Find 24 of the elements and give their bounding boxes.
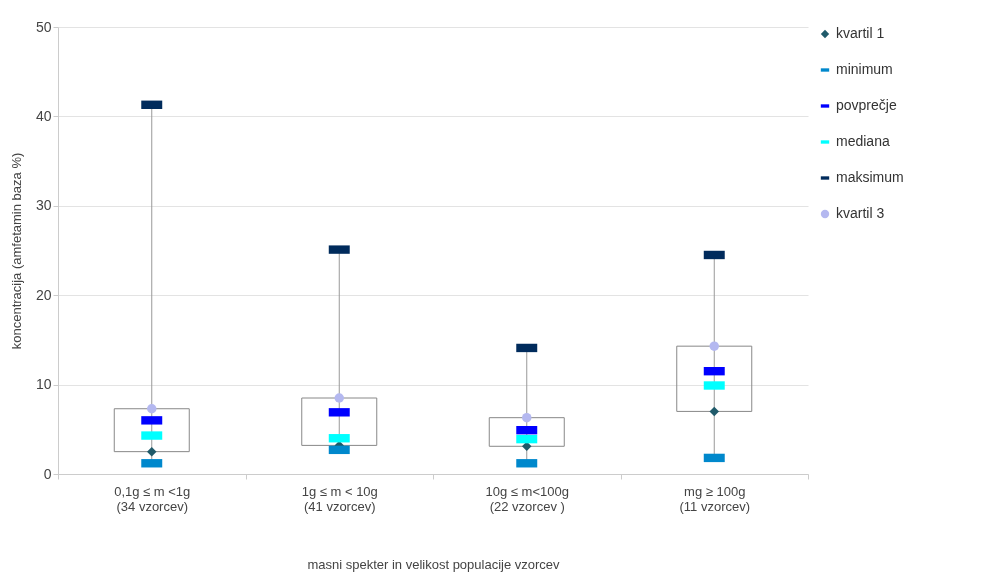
legend-label: mediana (836, 133, 890, 149)
legend-label: maksimum (836, 169, 904, 185)
y-axis-title: koncentracija (amfetamin baza %) (8, 152, 24, 350)
legend-label: minimum (836, 61, 893, 77)
x-tick-label: mg ≥ 100g (11 vzorcev) (679, 483, 751, 514)
y-tick-label: 10 (35, 376, 52, 393)
legend-label: kvartil 3 (836, 205, 885, 221)
point (522, 412, 532, 423)
x-tick-label: 10g ≤ m<100g (22 vzorcev ) (485, 483, 569, 514)
point (709, 341, 719, 351)
x-axis-title: masni spekter in velikost populacije vzorcev (307, 556, 561, 572)
y-tick-label: 50 (35, 18, 52, 35)
legend-label: kvartil 1 (836, 25, 885, 41)
x-tick-label: 0,1g ≤ m <1g (34 vzorcev) (114, 483, 191, 514)
y-tick-label: 30 (35, 197, 52, 214)
y-tick-label: 20 (35, 286, 52, 303)
point (709, 406, 719, 417)
point (147, 446, 157, 457)
point (334, 393, 344, 403)
legend-label: povprečje (836, 97, 897, 113)
y-tick-label: 40 (35, 107, 52, 124)
y-tick-label: 0 (43, 465, 52, 482)
x-tick-label: 1g ≤ m < 10g (41 vzorcev) (301, 483, 378, 514)
point (147, 404, 157, 414)
